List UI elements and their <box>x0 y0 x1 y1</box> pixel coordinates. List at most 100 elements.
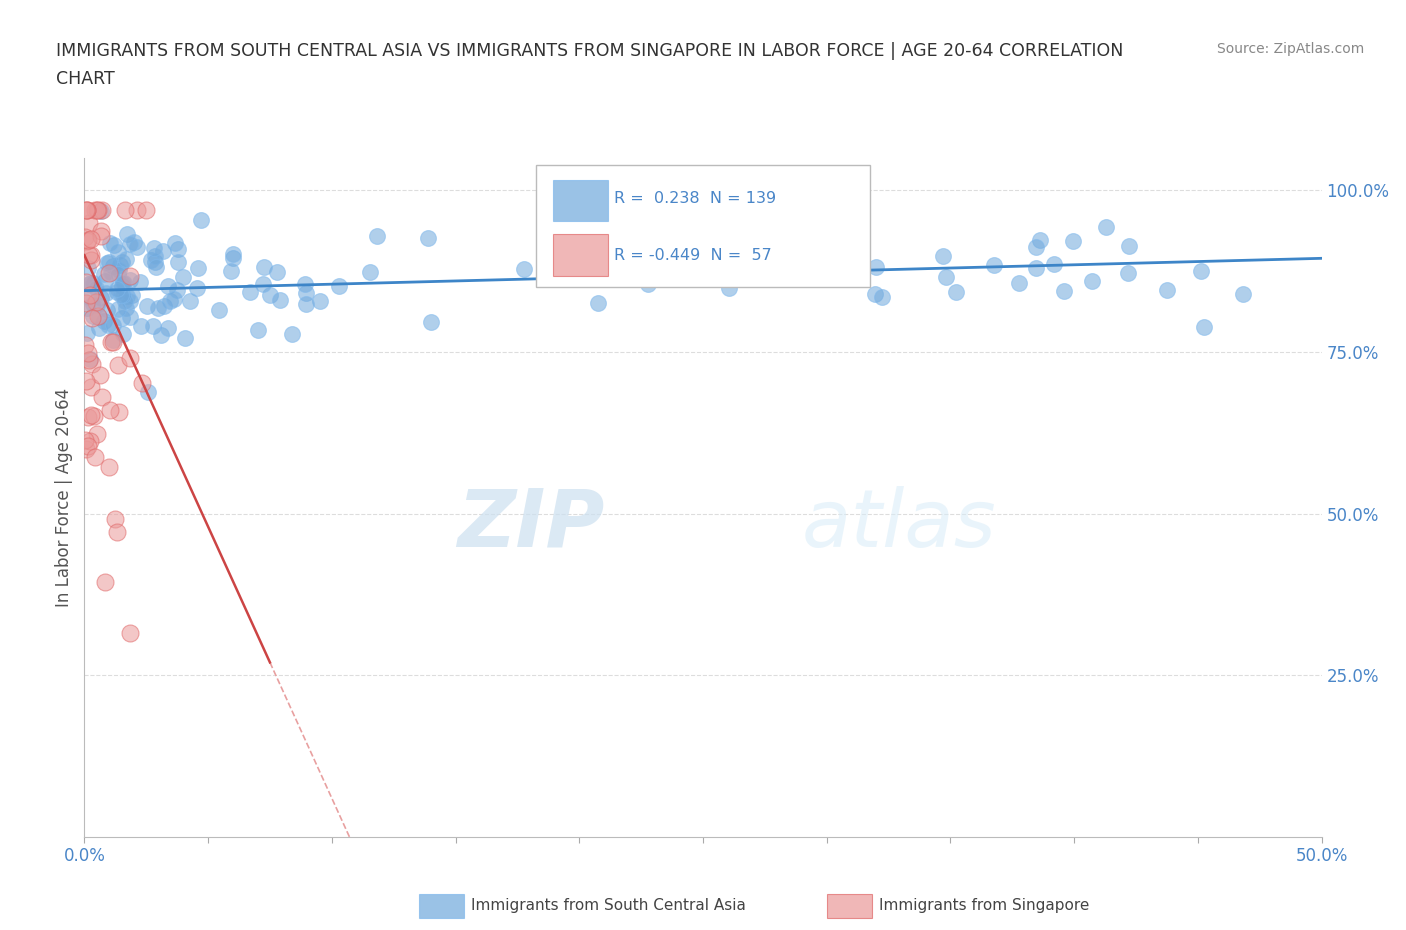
Point <box>96 286 118 300</box>
Point <box>107 266 129 281</box>
Point <box>82 309 104 324</box>
Point <box>122 234 145 249</box>
Point <box>135 299 157 313</box>
Point <box>77 277 100 292</box>
Point <box>153 299 176 313</box>
Point <box>152 244 174 259</box>
Point <box>111 276 134 291</box>
Point <box>112 275 135 290</box>
Point <box>586 296 609 311</box>
Point <box>651 234 673 249</box>
FancyBboxPatch shape <box>554 234 607 275</box>
Point <box>76 410 98 425</box>
Text: R =  0.238  N = 139: R = 0.238 N = 139 <box>614 192 776 206</box>
Point <box>79 407 101 422</box>
Point <box>114 203 136 218</box>
Point <box>595 253 617 268</box>
Point <box>101 333 124 348</box>
Point <box>111 255 134 270</box>
Point <box>172 270 194 285</box>
Point <box>94 274 117 289</box>
Point <box>103 238 125 253</box>
Point <box>96 256 118 271</box>
Text: R = -0.449  N =  57: R = -0.449 N = 57 <box>614 247 772 262</box>
Point <box>179 294 201 309</box>
Point <box>97 266 120 281</box>
Point <box>76 203 98 218</box>
Point <box>142 318 165 333</box>
Point <box>75 338 97 352</box>
Point <box>114 293 136 308</box>
Point <box>101 317 124 332</box>
Point <box>82 356 104 371</box>
Point <box>76 234 98 249</box>
Point <box>100 236 122 251</box>
Point <box>80 379 103 394</box>
Point <box>157 321 180 336</box>
Point <box>309 294 332 309</box>
Point <box>865 259 887 274</box>
Point <box>89 310 111 325</box>
Point <box>75 442 97 457</box>
Point <box>366 229 388 244</box>
Point <box>136 384 159 399</box>
Point <box>110 311 132 325</box>
Point <box>76 301 98 316</box>
Point <box>118 626 141 641</box>
Point <box>76 346 98 361</box>
Point <box>90 223 112 238</box>
Point <box>145 248 167 263</box>
Point <box>612 249 634 264</box>
Point <box>222 250 245 265</box>
Point <box>131 376 153 391</box>
Point <box>146 300 169 315</box>
Point <box>1189 263 1212 278</box>
Point <box>1094 219 1116 234</box>
Point <box>717 281 740 296</box>
Point <box>796 226 818 241</box>
Point <box>1081 273 1104 288</box>
Point <box>167 241 190 256</box>
Point <box>637 276 659 291</box>
Point <box>76 232 98 247</box>
Point <box>89 368 111 383</box>
Point <box>159 294 181 309</box>
Point <box>294 297 316 312</box>
Point <box>107 301 129 316</box>
Point <box>1194 320 1216 335</box>
Point <box>110 287 132 302</box>
Point <box>1043 257 1066 272</box>
Point <box>932 248 955 263</box>
Point <box>79 232 101 246</box>
Point <box>112 326 135 341</box>
Point <box>253 260 276 275</box>
Point <box>100 266 122 281</box>
Point <box>1025 260 1047 275</box>
Point <box>120 272 142 287</box>
Point <box>804 264 827 279</box>
Point <box>1116 265 1139 280</box>
Point <box>94 575 117 590</box>
Point <box>135 203 157 218</box>
Point <box>107 525 129 539</box>
Point <box>252 276 274 291</box>
Point <box>75 373 97 388</box>
Point <box>280 326 302 341</box>
Text: ZIP: ZIP <box>457 485 605 564</box>
Point <box>86 203 108 218</box>
FancyBboxPatch shape <box>554 179 607 221</box>
Point <box>108 257 131 272</box>
Point <box>121 287 143 302</box>
Point <box>79 247 101 262</box>
Point <box>83 408 105 423</box>
Point <box>945 285 967 299</box>
Point <box>118 269 141 284</box>
Point <box>84 203 107 218</box>
Point <box>77 216 100 231</box>
Point <box>107 245 129 259</box>
Point <box>96 302 118 317</box>
Point <box>266 265 288 280</box>
Text: CHART: CHART <box>56 70 115 87</box>
Point <box>1062 234 1084 249</box>
Point <box>513 261 536 276</box>
